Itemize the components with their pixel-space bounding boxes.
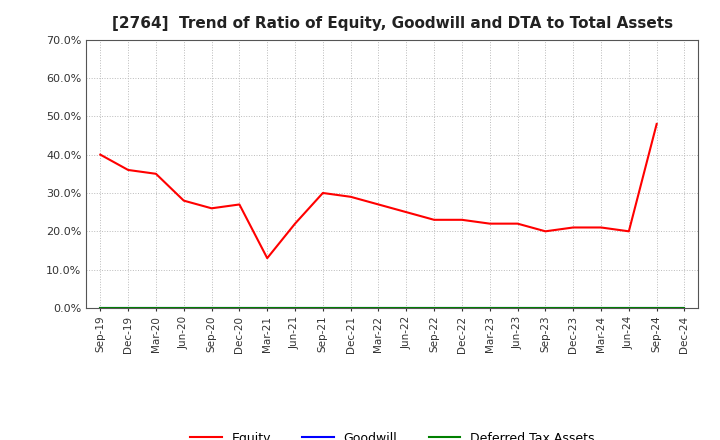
Equity xyxy=(152,171,161,176)
Equity xyxy=(513,221,522,226)
Deferred Tax Assets xyxy=(569,305,577,311)
Equity xyxy=(458,217,467,223)
Equity xyxy=(263,256,271,261)
Deferred Tax Assets xyxy=(346,305,355,311)
Equity xyxy=(485,221,494,226)
Equity xyxy=(402,209,410,215)
Deferred Tax Assets xyxy=(652,305,661,311)
Deferred Tax Assets xyxy=(263,305,271,311)
Legend: Equity, Goodwill, Deferred Tax Assets: Equity, Goodwill, Deferred Tax Assets xyxy=(185,427,599,440)
Goodwill xyxy=(680,305,689,311)
Deferred Tax Assets xyxy=(485,305,494,311)
Deferred Tax Assets xyxy=(430,305,438,311)
Equity xyxy=(374,202,383,207)
Equity xyxy=(124,167,132,172)
Equity xyxy=(652,121,661,127)
Equity xyxy=(597,225,606,230)
Deferred Tax Assets xyxy=(402,305,410,311)
Goodwill xyxy=(402,305,410,311)
Goodwill xyxy=(263,305,271,311)
Deferred Tax Assets xyxy=(374,305,383,311)
Deferred Tax Assets xyxy=(152,305,161,311)
Goodwill xyxy=(96,305,104,311)
Deferred Tax Assets xyxy=(179,305,188,311)
Equity xyxy=(96,152,104,157)
Goodwill xyxy=(652,305,661,311)
Title: [2764]  Trend of Ratio of Equity, Goodwill and DTA to Total Assets: [2764] Trend of Ratio of Equity, Goodwil… xyxy=(112,16,673,32)
Equity xyxy=(318,191,327,196)
Equity xyxy=(207,205,216,211)
Deferred Tax Assets xyxy=(96,305,104,311)
Equity xyxy=(291,221,300,226)
Deferred Tax Assets xyxy=(597,305,606,311)
Equity xyxy=(569,225,577,230)
Equity xyxy=(430,217,438,223)
Goodwill xyxy=(235,305,243,311)
Goodwill xyxy=(430,305,438,311)
Goodwill xyxy=(152,305,161,311)
Goodwill xyxy=(207,305,216,311)
Deferred Tax Assets xyxy=(291,305,300,311)
Deferred Tax Assets xyxy=(235,305,243,311)
Equity xyxy=(235,202,243,207)
Deferred Tax Assets xyxy=(458,305,467,311)
Goodwill xyxy=(179,305,188,311)
Goodwill xyxy=(458,305,467,311)
Deferred Tax Assets xyxy=(541,305,550,311)
Goodwill xyxy=(374,305,383,311)
Goodwill xyxy=(597,305,606,311)
Deferred Tax Assets xyxy=(624,305,633,311)
Deferred Tax Assets xyxy=(680,305,689,311)
Goodwill xyxy=(485,305,494,311)
Goodwill xyxy=(624,305,633,311)
Equity xyxy=(179,198,188,203)
Equity xyxy=(541,229,550,234)
Goodwill xyxy=(541,305,550,311)
Goodwill xyxy=(291,305,300,311)
Deferred Tax Assets xyxy=(513,305,522,311)
Equity xyxy=(624,229,633,234)
Deferred Tax Assets xyxy=(207,305,216,311)
Goodwill xyxy=(124,305,132,311)
Line: Equity: Equity xyxy=(100,124,657,258)
Goodwill xyxy=(346,305,355,311)
Goodwill xyxy=(569,305,577,311)
Goodwill xyxy=(318,305,327,311)
Goodwill xyxy=(513,305,522,311)
Equity xyxy=(346,194,355,199)
Deferred Tax Assets xyxy=(124,305,132,311)
Deferred Tax Assets xyxy=(318,305,327,311)
